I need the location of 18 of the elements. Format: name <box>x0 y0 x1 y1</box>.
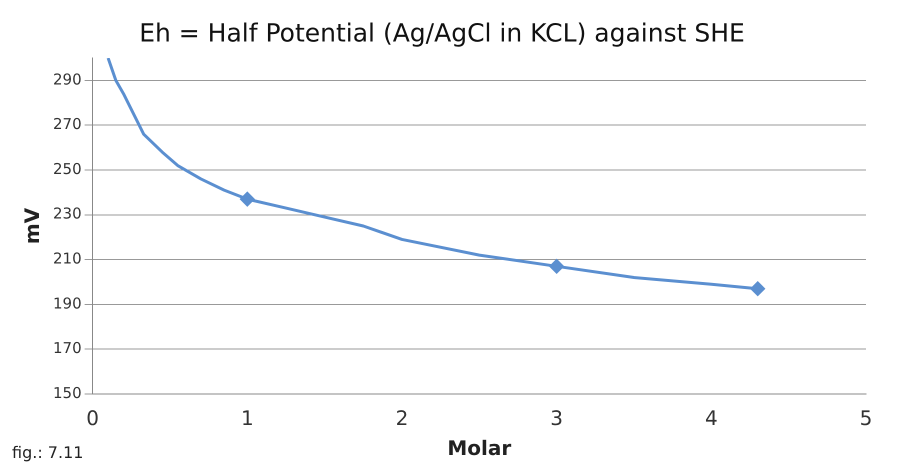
y-tick-label: 290 <box>52 70 82 88</box>
x-tick-label: 5 <box>860 406 872 430</box>
text: fig.: 7.11 <box>12 443 84 462</box>
y-tick-label: 170 <box>52 339 82 358</box>
x-tick-label: 4 <box>704 406 718 430</box>
y-axis-title: mV <box>20 207 44 244</box>
chart-title: Eh = Half Potential (Ag/AgCl in KCL) against SHE <box>139 18 745 48</box>
x-tick-label: 3 <box>550 406 564 430</box>
y-tick-label: 190 <box>52 294 82 312</box>
x-axis-title: Molar <box>447 436 512 460</box>
x-tick-label: 2 <box>396 406 408 430</box>
y-tick-label: 270 <box>52 115 82 134</box>
y-tick-label: 230 <box>52 204 82 223</box>
y-tick-label: 250 <box>52 160 82 178</box>
x-tick-label: 1 <box>240 406 254 430</box>
y-tick-label: 150 <box>52 384 82 402</box>
x-tick-label: 0 <box>86 406 99 430</box>
y-tick-label: 210 <box>52 249 82 268</box>
